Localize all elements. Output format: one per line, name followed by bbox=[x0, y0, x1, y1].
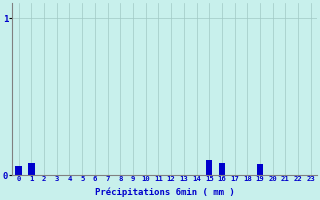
Bar bbox=[206, 160, 212, 175]
Bar bbox=[219, 163, 225, 175]
X-axis label: Précipitations 6min ( mm ): Précipitations 6min ( mm ) bbox=[95, 188, 235, 197]
Bar bbox=[28, 163, 35, 175]
Bar bbox=[257, 164, 263, 175]
Bar bbox=[15, 166, 22, 175]
